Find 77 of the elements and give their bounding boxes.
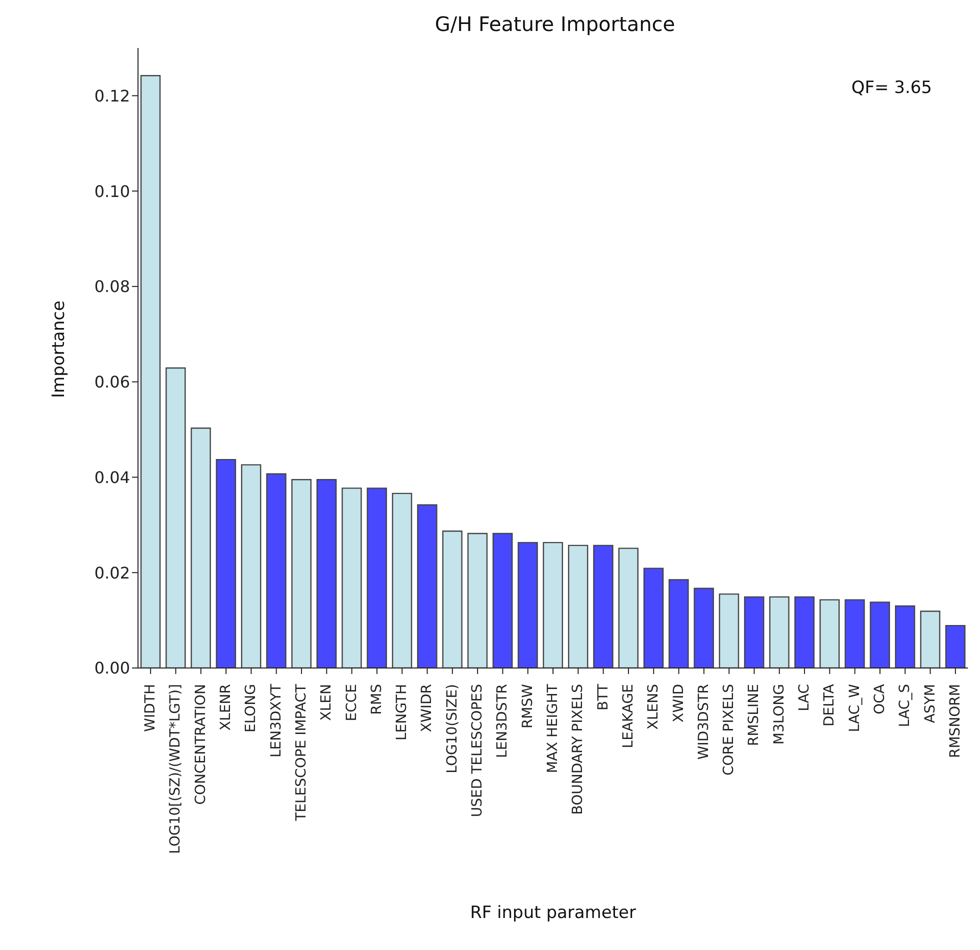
x-tick-label: USED TELESCOPES <box>470 684 486 818</box>
x-tick-label: BOUNDARY PIXELS <box>570 684 586 815</box>
bar <box>945 624 966 668</box>
bar <box>166 367 186 668</box>
bar <box>392 492 412 668</box>
bar <box>140 75 161 668</box>
bar <box>366 488 387 668</box>
bar <box>291 479 312 668</box>
x-tick-label: ECCE <box>344 684 360 722</box>
x-tick-label: LAC_W <box>846 684 863 732</box>
x-axis-title: RF input parameter <box>470 903 636 923</box>
bar <box>190 428 211 668</box>
bar <box>820 599 840 668</box>
x-tick-label: WIDTH <box>142 684 159 732</box>
x-tick-label: RMS <box>368 684 385 715</box>
y-tick-label: 0.06 <box>94 372 130 392</box>
x-tick-label: CORE PIXELS <box>721 684 738 776</box>
bar <box>266 473 286 668</box>
bar <box>216 458 236 668</box>
y-tick-label: 0.08 <box>94 277 130 296</box>
x-tick-label: LEN3DSTR <box>494 684 511 758</box>
x-tick-label: M3LONG <box>771 684 788 745</box>
bar <box>769 596 790 668</box>
x-tick-label: LOG10(SIZE) <box>444 684 460 774</box>
x-tick-label: LEAKAGE <box>620 684 636 748</box>
bar <box>593 544 614 668</box>
x-tick-label: LAC <box>796 684 813 712</box>
bar <box>316 479 337 668</box>
bar <box>442 530 462 668</box>
x-tick-label: CONCENTRATION <box>192 684 209 805</box>
x-tick-label: XWID <box>670 684 687 722</box>
x-tick-label: LENGTH <box>394 684 410 741</box>
bar <box>518 542 538 668</box>
x-tick-label: RMSNORM <box>947 684 964 758</box>
bar <box>342 488 362 668</box>
x-tick-label: XLENS <box>646 684 662 730</box>
x-tick-label: XLENR <box>218 684 234 730</box>
bar <box>844 599 865 668</box>
y-tick-label: 0.02 <box>94 563 130 582</box>
bar <box>542 542 564 668</box>
x-tick-label: TELESCOPE IMPACT <box>293 684 310 822</box>
x-tick-label: LEN3DXYT <box>268 684 284 758</box>
x-tick-label: ASYM <box>922 684 938 724</box>
chart-title: G/H Feature Importance <box>434 12 676 36</box>
x-tick-label: ELONG <box>243 684 260 732</box>
bar <box>870 602 890 668</box>
bar <box>643 568 664 668</box>
bar <box>694 588 714 668</box>
annotation: QF= 3.65 <box>851 78 932 98</box>
x-tick-label: XWIDR <box>419 684 436 732</box>
y-tick-label: 0.04 <box>94 468 130 487</box>
x-tick-label: LOG10[(SZ)/(WDT*LGT)] <box>168 684 184 854</box>
y-tick-label: 0.00 <box>94 658 130 678</box>
x-tick-label: RMSLINE <box>746 684 762 746</box>
x-tick-label: XLEN <box>318 684 335 721</box>
bar <box>668 579 689 668</box>
x-tick-label: OCA <box>872 684 888 714</box>
bar <box>417 504 438 668</box>
bar <box>568 544 588 668</box>
bar <box>618 548 638 668</box>
bar <box>920 610 940 668</box>
y-tick-label: 0.10 <box>94 182 130 201</box>
x-tick-label: WID3DSTR <box>696 684 712 760</box>
bar <box>718 593 740 668</box>
bar <box>744 596 764 668</box>
x-tick-label: BTT <box>595 684 612 710</box>
bar <box>894 605 916 668</box>
x-tick-label: DELTA <box>822 684 838 727</box>
bar <box>492 532 513 668</box>
x-tick-label: LAC_S <box>897 684 914 728</box>
bar <box>467 532 488 668</box>
x-tick-label: RMSW <box>520 684 536 729</box>
bar <box>794 596 815 668</box>
y-axis-title: Importance <box>49 300 70 398</box>
x-tick-label: MAX HEIGHT <box>545 684 561 774</box>
bar <box>241 464 262 668</box>
y-tick-label: 0.12 <box>94 86 130 106</box>
